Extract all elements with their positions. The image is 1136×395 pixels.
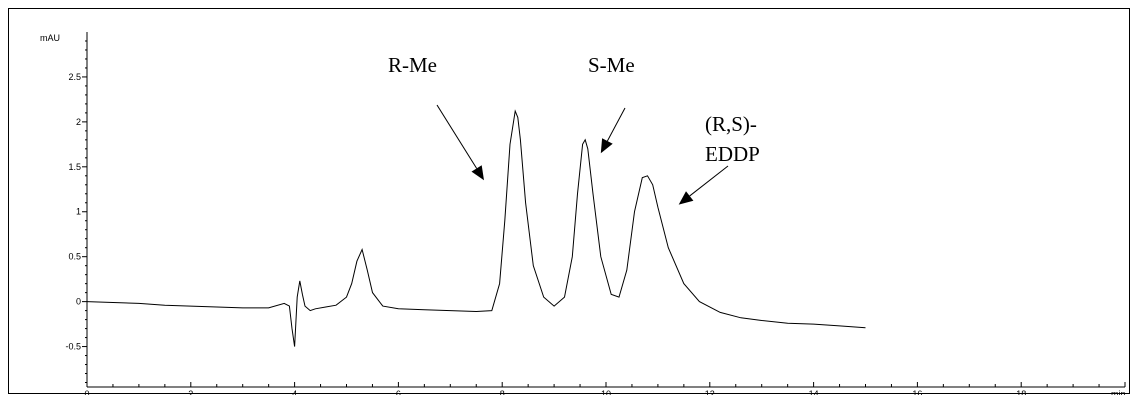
peak-label-rs-line2: EDDP — [705, 142, 760, 166]
y-tick-label: 0 — [76, 297, 81, 307]
x-tick-label: 2 — [188, 389, 193, 395]
y-tick-label: 1 — [76, 207, 81, 217]
x-tick-label: 18 — [1016, 389, 1026, 395]
y-tick-label: 2 — [76, 117, 81, 127]
x-tick-label: 10 — [601, 389, 611, 395]
x-tick-label: 4 — [292, 389, 297, 395]
x-tick-label: 0 — [84, 389, 89, 395]
peak-label-rs-line1: (R,S)- — [705, 112, 757, 136]
ticks: 0 2 4 6 8 10 12 14 16 18 2.5 2 1.5 1 0.5 0 -0.5 — [65, 40, 1126, 395]
chromatogram-trace — [86, 109, 866, 347]
x-tick-label: 16 — [912, 389, 922, 395]
peak-label-s-me: S-Me — [588, 53, 635, 77]
annotation-arrow-head — [471, 165, 484, 181]
x-tick-label: 14 — [809, 389, 819, 395]
chart-frame — [8, 8, 1130, 394]
y-axis-unit-label: mAU — [40, 33, 60, 43]
y-tick-label: 1.5 — [68, 162, 81, 172]
x-tick-label: 6 — [396, 389, 401, 395]
y-tick-label: 2.5 — [68, 72, 81, 82]
peak-label-r-me: R-Me — [388, 53, 437, 77]
annotation-arrow-shaft — [606, 107, 626, 142]
x-tick-label: 12 — [705, 389, 715, 395]
annotation-arrow-head — [600, 138, 613, 154]
annotation-arrow-shaft — [436, 104, 478, 169]
annotation-arrows — [436, 104, 729, 205]
annotation-arrow-head — [678, 191, 694, 205]
x-axis-unit-label: min — [1111, 389, 1126, 395]
axes — [86, 32, 1125, 388]
y-tick-label: 0.5 — [68, 252, 81, 262]
x-tick-label: 8 — [500, 389, 505, 395]
peak-annotations: R-Me S-Me (R,S)- EDDP — [388, 53, 760, 205]
y-tick-label: -0.5 — [65, 342, 81, 352]
annotation-arrow-shaft — [689, 165, 729, 197]
